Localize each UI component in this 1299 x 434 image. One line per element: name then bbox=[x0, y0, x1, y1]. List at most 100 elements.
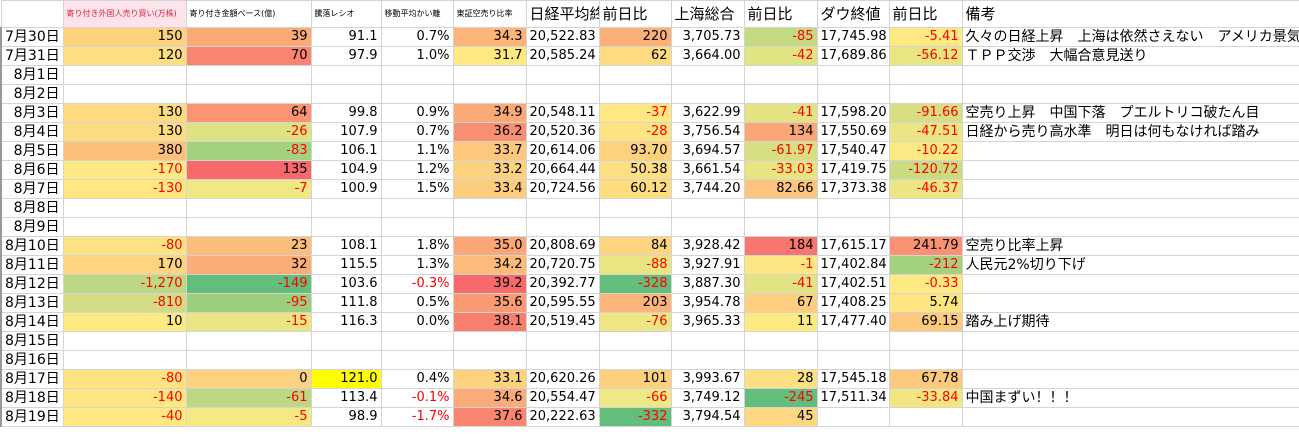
data-row: 7月30日 150 39 91.1 0.7% 34.3 20,522.83 220 3,705.… bbox=[0, 27, 1299, 47]
value-cell: 17,745.98 bbox=[816, 27, 890, 47]
value-cell bbox=[888, 331, 963, 351]
value-cell: 50.38 bbox=[598, 160, 672, 180]
date-cell: 8月14日 bbox=[0, 312, 64, 332]
value-cell: 135 bbox=[185, 160, 312, 180]
value-cell bbox=[185, 198, 312, 218]
value-cell bbox=[670, 65, 745, 85]
date-cell: 8月4日 bbox=[0, 122, 64, 142]
value-cell bbox=[310, 65, 382, 85]
remark-cell bbox=[961, 198, 1299, 218]
value-cell: -245 bbox=[743, 388, 818, 408]
date-cell: 8月15日 bbox=[0, 331, 64, 351]
value-cell: 170 bbox=[62, 255, 187, 275]
corner-cell bbox=[0, 0, 64, 28]
value-cell: 84 bbox=[598, 236, 672, 256]
value-cell: 3,749.12 bbox=[670, 388, 745, 408]
date-cell: 8月16日 bbox=[0, 350, 64, 370]
value-cell: 20,548.11 bbox=[525, 103, 600, 123]
value-cell: 33.1 bbox=[452, 369, 527, 389]
value-cell: -47.51 bbox=[888, 122, 963, 142]
column-header: 寄り付き外国人売り買い(万株) bbox=[62, 0, 187, 28]
column-header: 騰落レシオ bbox=[310, 0, 382, 28]
value-cell: 1.5% bbox=[380, 179, 454, 199]
value-cell: 0.7% bbox=[380, 122, 454, 142]
value-cell: 62 bbox=[598, 46, 672, 66]
value-cell: 115.5 bbox=[310, 255, 382, 275]
value-cell: 38.1 bbox=[452, 312, 527, 332]
value-cell: 93.70 bbox=[598, 141, 672, 161]
date-cell: 7月31日 bbox=[0, 46, 64, 66]
value-cell bbox=[743, 331, 818, 351]
value-cell: 17,615.17 bbox=[816, 236, 890, 256]
value-cell bbox=[888, 350, 963, 370]
data-row: 8月14日 10 -15 116.3 0.0% 38.1 20,519.45 -76 3,965… bbox=[0, 312, 1299, 332]
value-cell: 39 bbox=[185, 27, 312, 47]
value-cell bbox=[380, 198, 454, 218]
value-cell: -56.12 bbox=[888, 46, 963, 66]
value-cell bbox=[888, 65, 963, 85]
remark-cell bbox=[961, 274, 1299, 294]
value-cell: -41 bbox=[743, 274, 818, 294]
value-cell: -328 bbox=[598, 274, 672, 294]
remark-cell bbox=[961, 293, 1299, 313]
value-cell: 20,720.75 bbox=[525, 255, 600, 275]
value-cell: 17,689.86 bbox=[816, 46, 890, 66]
value-cell bbox=[310, 331, 382, 351]
value-cell: 3,744.20 bbox=[670, 179, 745, 199]
value-cell: 3,965.33 bbox=[670, 312, 745, 332]
value-cell: 33.4 bbox=[452, 179, 527, 199]
value-cell: 0 bbox=[185, 369, 312, 389]
date-cell: 8月11日 bbox=[0, 255, 64, 275]
date-cell: 8月19日 bbox=[0, 407, 64, 427]
data-row: 8月5日 380 -83 106.1 1.1% 33.7 20,614.06 93.70 3,6… bbox=[0, 141, 1299, 161]
value-cell: 20,520.36 bbox=[525, 122, 600, 142]
value-cell: 82.66 bbox=[743, 179, 818, 199]
remark-cell: 中国まずい！！！ bbox=[961, 388, 1299, 408]
value-cell bbox=[310, 84, 382, 104]
data-row: 8月10日 -80 23 108.1 1.8% 35.0 20,808.69 84 3,928.… bbox=[0, 236, 1299, 256]
data-row: 8月7日 -130 -7 100.9 1.5% 33.4 20,724.56 60.12 3,7… bbox=[0, 179, 1299, 199]
value-cell: 33.7 bbox=[452, 141, 527, 161]
column-header: 上海総合 bbox=[670, 0, 745, 28]
value-cell bbox=[598, 217, 672, 237]
date-cell: 8月7日 bbox=[0, 179, 64, 199]
value-cell: -810 bbox=[62, 293, 187, 313]
value-cell bbox=[816, 198, 890, 218]
value-cell: 20,614.06 bbox=[525, 141, 600, 161]
value-cell: -88 bbox=[598, 255, 672, 275]
date-cell: 8月12日 bbox=[0, 274, 64, 294]
value-cell: 28 bbox=[743, 369, 818, 389]
value-cell: 20,595.55 bbox=[525, 293, 600, 313]
value-cell: 45 bbox=[743, 407, 818, 427]
value-cell: 116.3 bbox=[310, 312, 382, 332]
value-cell bbox=[816, 350, 890, 370]
value-cell: -7 bbox=[185, 179, 312, 199]
value-cell: 17,545.18 bbox=[816, 369, 890, 389]
value-cell bbox=[525, 217, 600, 237]
value-cell: 184 bbox=[743, 236, 818, 256]
value-cell: -76 bbox=[598, 312, 672, 332]
remark-cell: 空売り上昇 中国下落 プエルトリコ破たん目 bbox=[961, 103, 1299, 123]
value-cell: 34.6 bbox=[452, 388, 527, 408]
remark-cell: 踏み上げ期待 bbox=[961, 312, 1299, 332]
data-row: 8月12日 -1,270 -149 103.6 -0.3% 39.2 20,392.77 -3… bbox=[0, 274, 1299, 294]
value-cell bbox=[743, 350, 818, 370]
value-cell: -5 bbox=[185, 407, 312, 427]
value-cell: 17,419.75 bbox=[816, 160, 890, 180]
value-cell bbox=[525, 198, 600, 218]
remark-cell bbox=[961, 141, 1299, 161]
value-cell: 121.0 bbox=[310, 369, 382, 389]
data-row: 8月19日 -40 -5 98.9 -1.7% 37.6 20,222.63 -332 3,79… bbox=[0, 407, 1299, 427]
value-cell: 64 bbox=[185, 103, 312, 123]
value-cell bbox=[310, 350, 382, 370]
remark-cell bbox=[961, 65, 1299, 85]
value-cell: 0.5% bbox=[380, 293, 454, 313]
value-cell: 17,540.47 bbox=[816, 141, 890, 161]
value-cell: 3,928.42 bbox=[670, 236, 745, 256]
date-cell: 8月13日 bbox=[0, 293, 64, 313]
value-cell: -15 bbox=[185, 312, 312, 332]
value-cell: 11 bbox=[743, 312, 818, 332]
value-cell: -61 bbox=[185, 388, 312, 408]
value-cell: 150 bbox=[62, 27, 187, 47]
